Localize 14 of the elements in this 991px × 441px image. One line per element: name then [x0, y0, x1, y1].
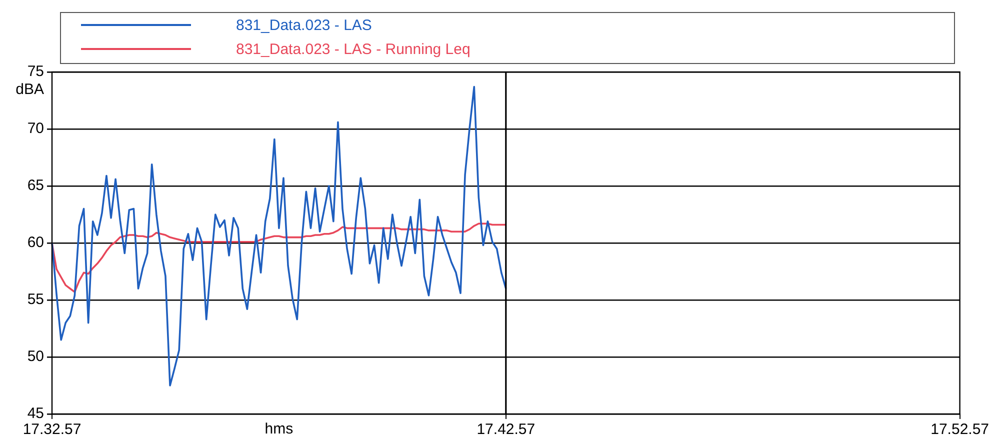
y-tick-label: 65: [27, 177, 44, 194]
y-tick-label: 75: [27, 63, 44, 80]
y-tick-label: 50: [27, 348, 44, 366]
text: 831_Data.023 - LAS - Running Leq: [236, 40, 470, 58]
x-axis-title: hms: [264, 420, 294, 438]
y-tick-label: 70: [27, 120, 44, 138]
y-tick-label: 45: [27, 405, 44, 422]
x-tick-label: 17.52.57: [930, 421, 989, 438]
y-tick-label: 60: [27, 234, 44, 252]
x-tick-label: 17.42.57: [476, 421, 536, 438]
y-tick-label: 55: [27, 291, 44, 308]
text: 831_Data.023 - LAS: [236, 16, 372, 34]
y-axis-title: dBA: [16, 81, 44, 98]
x-tick-label: 17.32.57: [22, 421, 82, 438]
